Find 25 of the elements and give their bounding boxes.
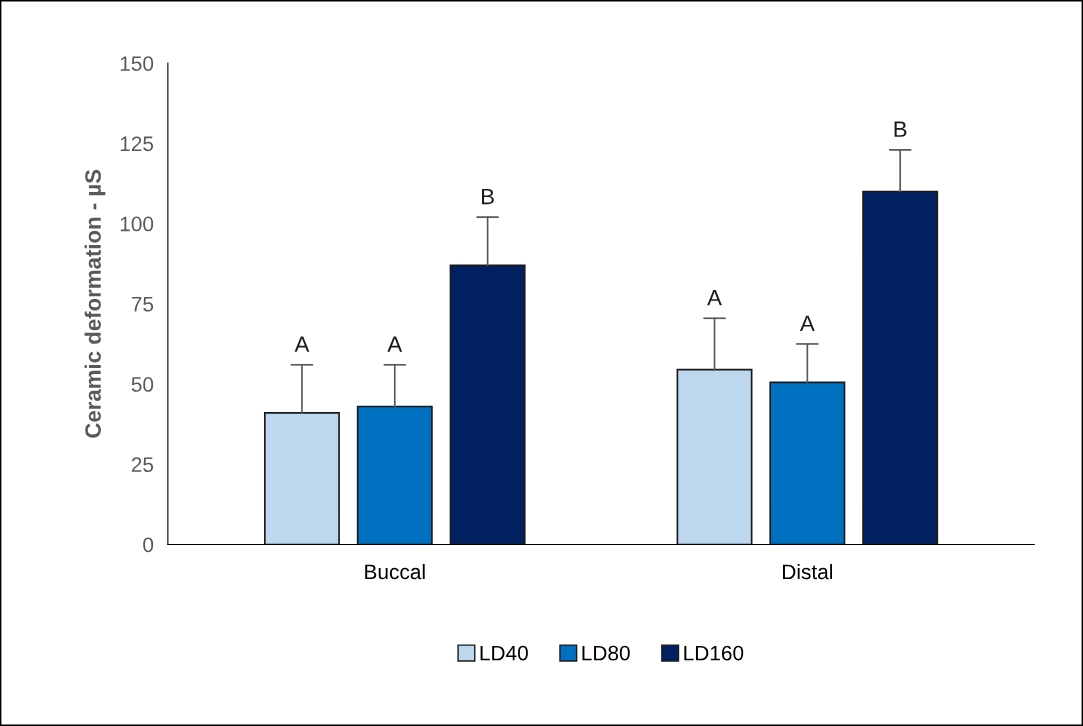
bar [263, 412, 340, 545]
y-tick-label: 125 [120, 136, 154, 152]
y-tick-label: 150 [120, 56, 154, 71]
y-tick-label: 100 [120, 216, 154, 232]
legend-label: LD80 [582, 645, 630, 661]
x-tick-label: Distal [783, 563, 832, 580]
y-axis-title: Ceramic deformation - µS [84, 169, 106, 438]
legend-label: LD160 [684, 645, 744, 661]
bar [862, 190, 939, 545]
annotation: A [707, 290, 722, 306]
annotation: A [294, 336, 310, 352]
annotation: A [799, 315, 815, 331]
y-tick-label: 50 [131, 377, 154, 392]
bar [676, 368, 753, 545]
bar [449, 264, 526, 545]
y-tick-label: 0 [143, 537, 154, 553]
legend-label: LD40 [480, 645, 528, 661]
x-tick-label: Buccal [365, 563, 425, 580]
annotation: A [387, 336, 403, 352]
bar [356, 405, 433, 545]
annotation: B [482, 188, 494, 205]
y-tick-label: 25 [131, 457, 154, 473]
annotation: B [894, 121, 907, 137]
bar [769, 381, 846, 545]
y-tick-label: 75 [131, 297, 154, 312]
